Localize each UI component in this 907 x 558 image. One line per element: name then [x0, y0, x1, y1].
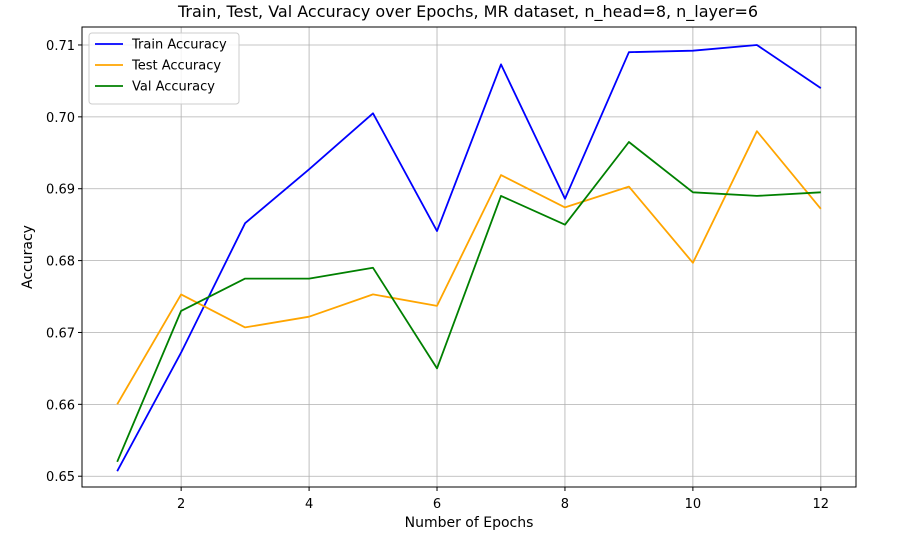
- y-tick-label: 0.71: [46, 39, 75, 54]
- x-tick-label: 2: [177, 497, 185, 512]
- plot-frame: [81, 26, 857, 488]
- x-tick-label: 12: [813, 497, 830, 512]
- x-axis-title: Number of Epochs: [405, 515, 534, 531]
- legend-label-val-accuracy: Val Accuracy: [132, 80, 215, 95]
- y-tick-label: 0.66: [46, 398, 75, 413]
- series-lines: [116, 44, 822, 472]
- x-tick-label: 10: [685, 497, 702, 512]
- y-tick-label: 0.70: [46, 111, 75, 126]
- y-tick-label: 0.68: [46, 255, 75, 270]
- series-line-val-accuracy: [116, 141, 821, 463]
- x-tick-label: 8: [561, 497, 569, 512]
- x-tick-label: 4: [305, 497, 313, 512]
- series-line-train-accuracy: [116, 44, 822, 472]
- legend-box: [88, 32, 240, 105]
- y-tick-label: 0.69: [46, 183, 75, 198]
- grid: [82, 27, 856, 487]
- series-line-test-accuracy: [116, 130, 822, 405]
- x-tick-label: 6: [433, 497, 441, 512]
- y-axis-ticks: 0.65 0.66 0.67 0.68 0.69 0.70 0.71: [46, 39, 82, 485]
- x-axis-ticks: 2 4 6 8 10 12: [177, 487, 829, 512]
- chart-title: Train, Test, Val Accuracy over Epochs, M…: [177, 2, 758, 22]
- legend-label-train-accuracy: Train Accuracy: [131, 38, 227, 53]
- y-axis-title: Accuracy: [20, 225, 36, 289]
- legend-label-test-accuracy: Test Accuracy: [131, 59, 221, 74]
- y-tick-label: 0.67: [46, 326, 75, 341]
- y-tick-label: 0.65: [46, 470, 75, 485]
- legend: Train Accuracy Test Accuracy Val Accuracy: [88, 32, 240, 105]
